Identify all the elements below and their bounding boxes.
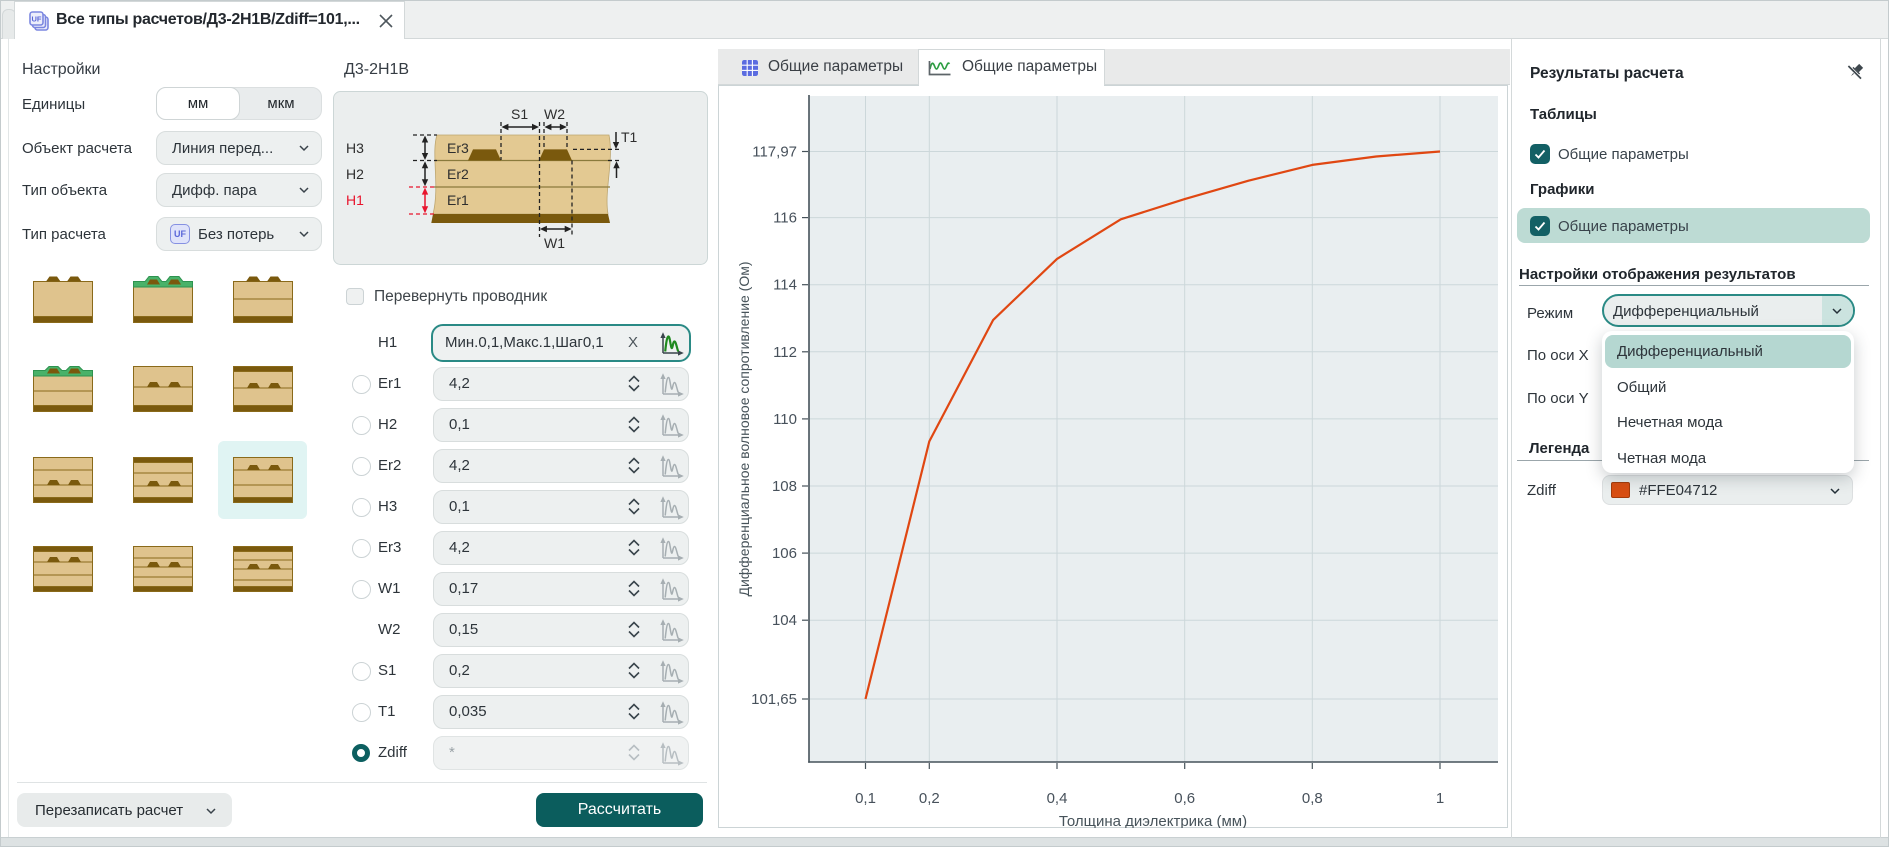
svg-text:Er1: Er1 [447,192,469,208]
svg-text:H3: H3 [346,140,364,156]
svg-text:W1: W1 [544,235,565,251]
svg-text:0,6: 0,6 [1174,790,1195,807]
svg-text:0,4: 0,4 [1047,790,1068,807]
svg-text:114: 114 [773,277,797,294]
svg-text:112: 112 [773,344,797,361]
svg-text:1: 1 [1436,790,1444,807]
svg-text:0,1: 0,1 [855,790,876,807]
svg-text:Толщина диэлектрика (мм): Толщина диэлектрика (мм) [1059,813,1247,828]
svg-text:W2: W2 [544,106,565,122]
svg-text:H1: H1 [346,192,364,208]
svg-text:UF: UF [32,15,42,24]
svg-text:0,2: 0,2 [919,790,940,807]
svg-text:0,8: 0,8 [1302,790,1323,807]
svg-text:117,97: 117,97 [752,144,797,161]
svg-text:106: 106 [772,545,797,562]
svg-text:Дифференциальное волновое сопр: Дифференциальное волновое сопротивление … [736,261,752,596]
svg-text:S1: S1 [511,106,528,122]
svg-text:H2: H2 [346,166,364,182]
svg-text:104: 104 [772,612,797,629]
svg-text:Er3: Er3 [447,140,469,156]
svg-text:108: 108 [772,478,797,495]
svg-text:116: 116 [773,210,797,227]
svg-text:101,65: 101,65 [751,691,797,708]
svg-text:110: 110 [773,411,797,428]
svg-text:T1: T1 [621,129,638,145]
svg-text:Er2: Er2 [447,166,469,182]
